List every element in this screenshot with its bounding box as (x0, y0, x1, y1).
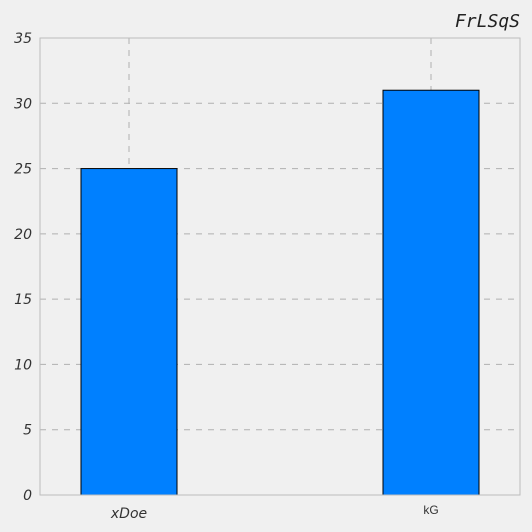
x-tick-label: xDoe (110, 506, 147, 522)
bar-kG (382, 89, 480, 496)
y-tick-label: 0 (23, 488, 32, 504)
y-tick-label: 30 (14, 96, 32, 112)
y-tick-label: 20 (14, 227, 32, 243)
y-tick-label: 15 (14, 292, 32, 308)
y-tick-label: 35 (14, 31, 32, 47)
y-tick-labels: 0 5 10 15 20 25 30 35 (14, 31, 32, 504)
y-tick-label: 25 (14, 162, 32, 178)
x-tick-labels: xDoe kG (110, 503, 439, 522)
y-tick-label: 10 (14, 357, 32, 373)
bar-xDoe (80, 168, 178, 496)
y-tick-label: 5 (23, 423, 32, 439)
axes-frame (39, 37, 521, 496)
x-tick-label: kG (423, 503, 438, 517)
chart-title: FrLSqS (455, 11, 520, 32)
